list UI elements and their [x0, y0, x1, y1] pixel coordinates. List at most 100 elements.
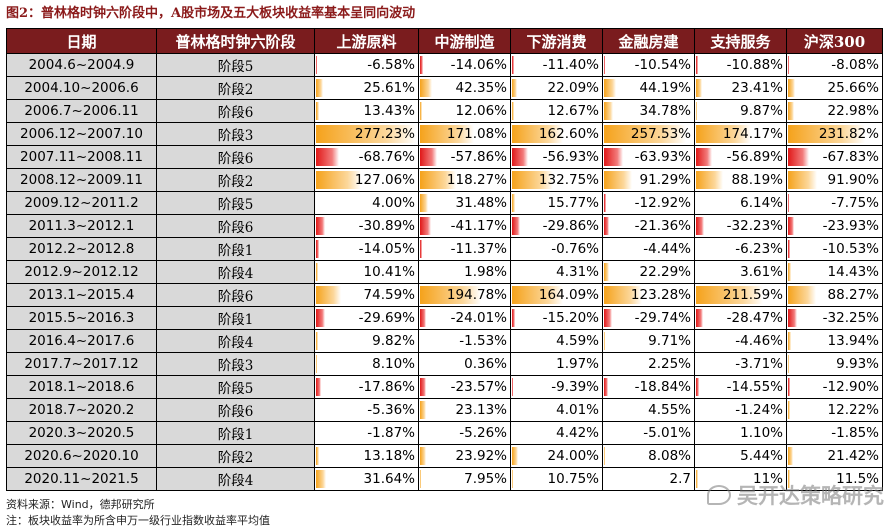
value-cell: -67.83% [786, 145, 883, 169]
date-cell: 2009.12~2011.2 [6, 191, 157, 215]
return-value: 8.08% [648, 448, 691, 464]
value-cell: 2.7 [602, 467, 695, 491]
table-header-row: 日期 普林格时钟六阶段 上游原料 中游制造 下游消费 金融房建 支持服务 沪深3… [6, 28, 883, 54]
value-cell: 7.95% [418, 467, 511, 491]
table-row: 2018.1~2018.6 阶段5 -17.86% -23.57% -9.39% -18.… [6, 375, 883, 399]
header-upstream: 上游原料 [314, 28, 419, 54]
return-value: -29.74% [634, 310, 691, 326]
return-value: -57.86% [450, 149, 507, 165]
negative-databar [316, 217, 326, 235]
return-value: 257.53% [630, 126, 691, 142]
return-value: 4.55% [648, 402, 691, 418]
positive-databar [420, 102, 422, 120]
value-cell: 22.29% [602, 260, 695, 284]
negative-databar [604, 148, 623, 166]
positive-databar [512, 171, 554, 189]
value-cell: 164.09% [510, 283, 603, 307]
value-cell: -56.89% [694, 145, 787, 169]
return-value: -11.40% [542, 57, 599, 73]
table-body: 2004.6~2004.9 阶段5 -6.58% -14.06% -11.40% -10.… [6, 53, 883, 491]
positive-databar [512, 286, 564, 304]
return-value: 4.00% [372, 195, 415, 211]
positive-databar [604, 102, 614, 120]
return-value: 1.10% [740, 425, 783, 441]
return-value: 127.06% [354, 172, 415, 188]
value-cell: -11.37% [418, 237, 511, 261]
value-cell: 23.92% [418, 444, 511, 468]
negative-databar [512, 378, 514, 396]
return-value: -67.83% [822, 149, 879, 165]
stage-cell: 阶段5 [156, 375, 315, 399]
value-cell: 2.25% [602, 352, 695, 376]
date-cell: 2004.10~2006.6 [6, 76, 157, 100]
value-cell: 12.67% [510, 99, 603, 123]
value-cell: 13.94% [786, 329, 883, 353]
stage-cell: 阶段5 [156, 191, 315, 215]
value-cell: -29.69% [314, 306, 419, 330]
return-value: 123.28% [630, 287, 691, 303]
value-cell: 4.55% [602, 398, 695, 422]
positive-databar [512, 102, 515, 120]
date-cell: 2006.7~2006.11 [6, 99, 157, 123]
table-row: 2006.12~2007.10 阶段3 277.23% 171.08% 162.60% 2… [6, 122, 883, 146]
stage-cell: 阶段1 [156, 306, 315, 330]
positive-databar [316, 447, 319, 465]
value-cell: 13.43% [314, 99, 419, 123]
stage-cell: 阶段1 [156, 421, 315, 445]
value-cell: -29.74% [602, 306, 695, 330]
negative-databar [788, 309, 797, 327]
return-value: -15.20% [542, 310, 599, 326]
stage-cell: 阶段6 [156, 283, 315, 307]
negative-databar [788, 217, 795, 235]
return-value: 91.90% [827, 172, 879, 188]
positive-databar [316, 79, 324, 97]
stage-cell: 阶段2 [156, 444, 315, 468]
return-value: 8.10% [372, 356, 415, 372]
watermark-text: 吴开达策略研究 [737, 484, 884, 508]
value-cell: 44.19% [602, 76, 695, 100]
positive-databar [604, 171, 632, 189]
negative-databar [420, 217, 432, 235]
negative-databar [316, 309, 325, 327]
return-value: -41.17% [450, 218, 507, 234]
positive-databar [604, 79, 617, 97]
value-cell: -23.57% [418, 375, 511, 399]
value-cell: 15.77% [510, 191, 603, 215]
negative-databar [788, 56, 789, 74]
return-value: 9.71% [648, 333, 691, 349]
return-value: 12.22% [827, 402, 879, 418]
return-value: 9.93% [836, 356, 879, 372]
value-cell: -7.75% [786, 191, 883, 215]
positive-databar [420, 447, 426, 465]
return-value: -28.47% [726, 310, 783, 326]
return-value: 194.78% [446, 287, 507, 303]
chat-bubble-icon [707, 485, 731, 505]
table-row: 2012.2~2012.8 阶段1 -14.05% -11.37% -0.76% -4.4… [6, 237, 883, 261]
value-cell: 88.27% [786, 283, 883, 307]
return-value: -5.36% [367, 402, 415, 418]
value-cell: 118.27% [418, 168, 511, 192]
table-row: 2015.5~2016.3 阶段1 -29.69% -24.01% -15.20% -29… [6, 306, 883, 330]
return-value: -63.93% [634, 149, 691, 165]
value-cell: -41.17% [418, 214, 511, 238]
return-value: -7.75% [831, 195, 879, 211]
value-cell: 11.5% [786, 467, 883, 491]
negative-databar [512, 217, 520, 235]
value-cell: -5.01% [602, 421, 695, 445]
date-cell: 2018.7~2020.2 [6, 398, 157, 422]
negative-databar [696, 148, 713, 166]
date-cell: 2011.3~2012.1 [6, 214, 157, 238]
value-cell: 22.09% [510, 76, 603, 100]
value-cell: 31.48% [418, 191, 511, 215]
return-value: -24.01% [450, 310, 507, 326]
date-cell: 2008.12~2009.11 [6, 168, 157, 192]
table-row: 2017.7~2017.12 阶段3 8.10% 0.36% 1.97% 2.25% -3.… [6, 352, 883, 376]
return-value: 2.25% [648, 356, 691, 372]
positive-databar [420, 470, 421, 488]
return-value: -29.69% [358, 310, 415, 326]
value-cell: 23.13% [418, 398, 511, 422]
value-cell: -30.89% [314, 214, 419, 238]
return-value: -10.88% [726, 57, 783, 73]
return-value: 164.09% [538, 287, 599, 303]
return-value: -6.23% [735, 241, 783, 257]
